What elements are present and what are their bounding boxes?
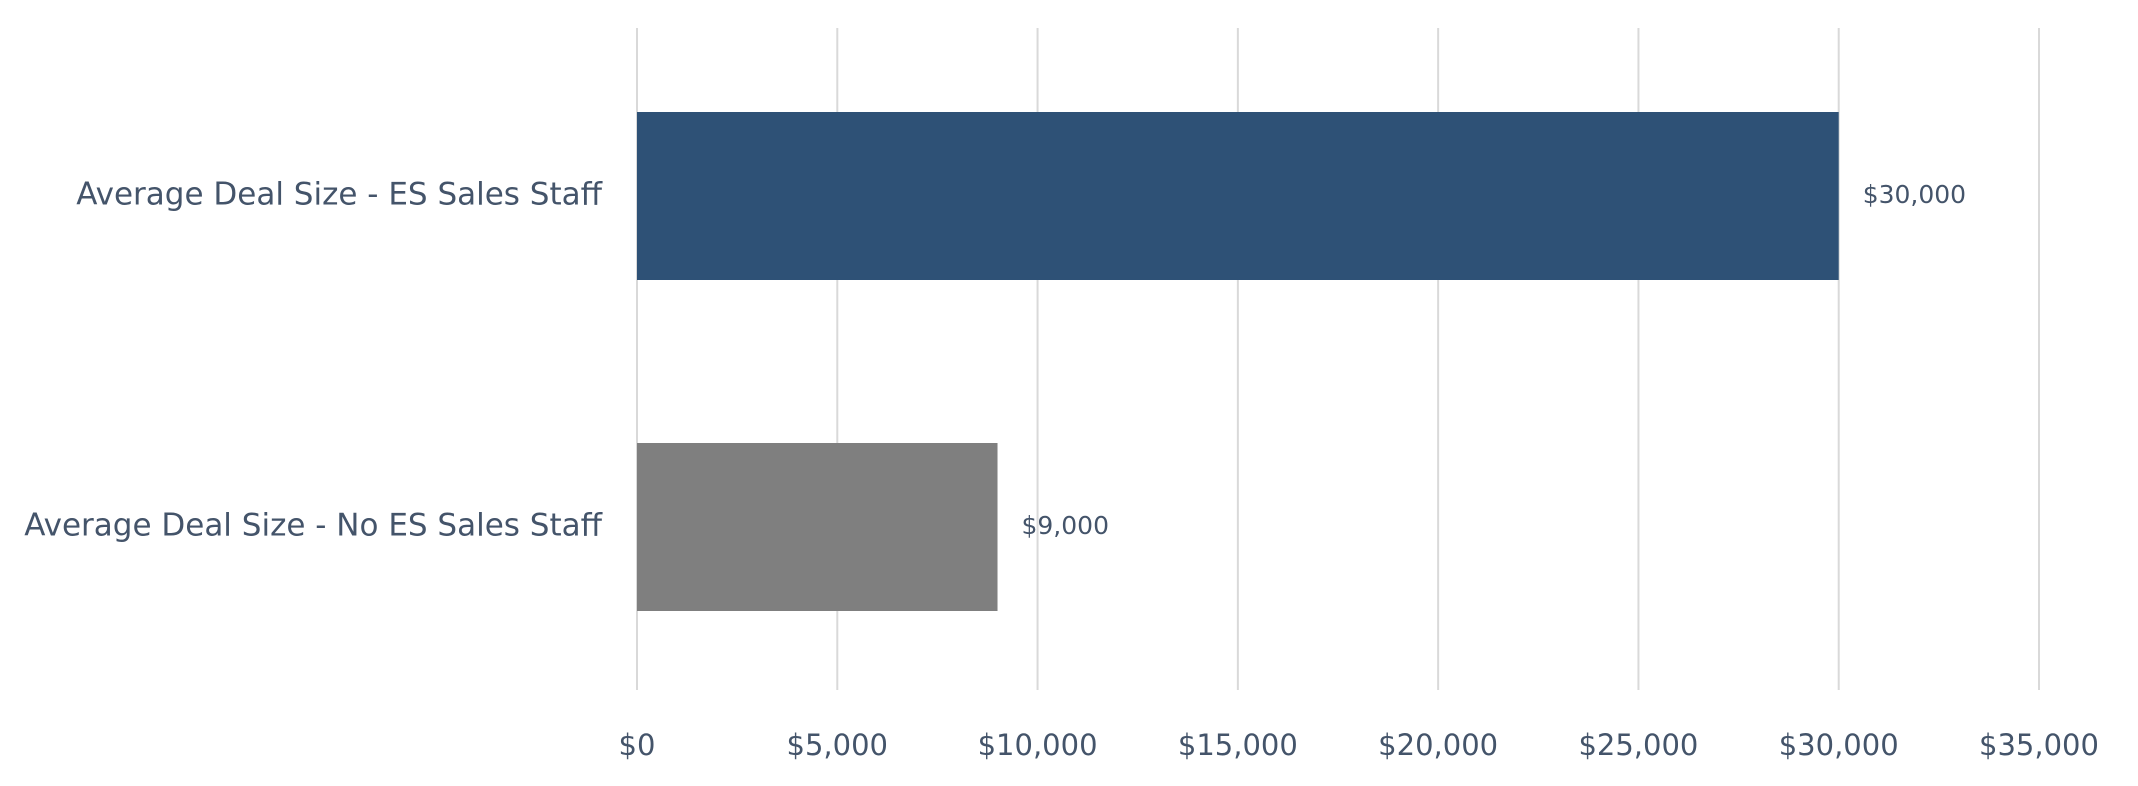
category-label-1: Average Deal Size - No ES Sales Staff <box>24 508 602 544</box>
x-tick-label-7: $35,000 <box>1979 728 2099 762</box>
data-label-1: $9,000 <box>1022 511 1109 540</box>
x-tick-label-1: $5,000 <box>787 728 888 762</box>
category-label-0: Average Deal Size - ES Sales Staff <box>76 177 602 213</box>
x-axis-tick-labels: $0 $5,000 $10,000 $15,000 $20,000 $25,000 $30,… <box>619 728 2099 762</box>
bar-1 <box>637 443 998 611</box>
bar-0 <box>637 112 1839 280</box>
x-tick-label-4: $20,000 <box>1378 728 1498 762</box>
x-tick-label-2: $10,000 <box>978 728 1098 762</box>
bars <box>637 112 1839 611</box>
x-tick-label-5: $25,000 <box>1578 728 1698 762</box>
data-label-0: $30,000 <box>1863 180 1966 209</box>
category-labels: Average Deal Size - ES Sales Staff Averag… <box>24 177 602 544</box>
data-labels: $30,000 $9,000 <box>1022 180 1967 540</box>
x-tick-label-3: $15,000 <box>1178 728 1298 762</box>
x-tick-label-6: $30,000 <box>1779 728 1899 762</box>
x-tick-label-0: $0 <box>619 728 656 762</box>
